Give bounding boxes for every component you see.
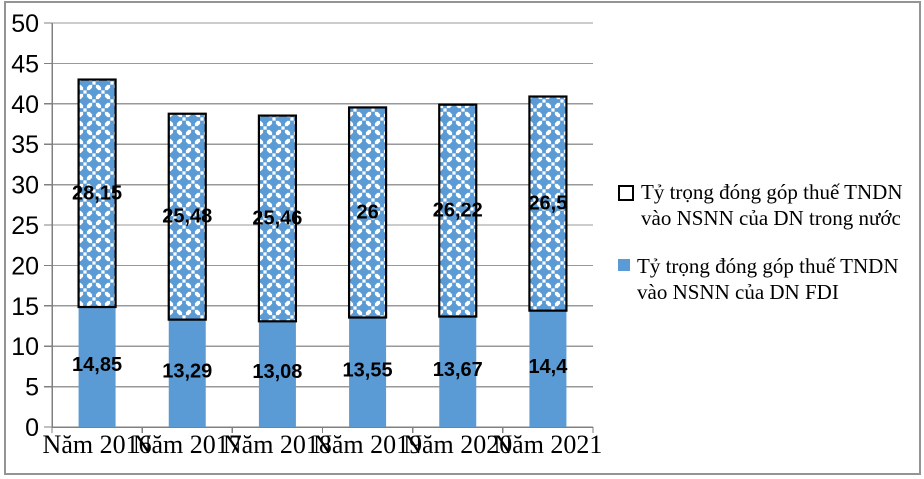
- y-tick-label: 25: [11, 212, 39, 240]
- data-label-fdi: 14,4: [528, 356, 568, 378]
- chart-legend: Tỷ trọng đóng góp thuế TNDN vào NSNN của…: [618, 179, 916, 327]
- legend-item-domestic: Tỷ trọng đóng góp thuế TNDN vào NSNN của…: [618, 179, 916, 231]
- y-tick-label: 20: [11, 252, 39, 280]
- x-category-label: Năm 2019: [313, 430, 422, 459]
- x-category-label: Năm 2016: [43, 430, 152, 459]
- y-tick-label: 10: [11, 333, 39, 361]
- legend-label-domestic: Tỷ trọng đóng góp thuế TNDN vào NSNN của…: [641, 180, 903, 230]
- bar-segment-domestic: [257, 114, 298, 323]
- bar-segment-domestic: [347, 106, 388, 319]
- bar-segment-fdi: [529, 310, 567, 427]
- bar-segment-fdi: [78, 307, 116, 427]
- y-tick-label: 15: [11, 293, 39, 321]
- data-label-domestic: 25,48: [162, 206, 212, 228]
- data-label-fdi: 13,29: [162, 360, 212, 382]
- x-category-label: Năm 2020: [403, 430, 512, 459]
- bar-segment-domestic: [528, 95, 568, 312]
- x-category-label: Năm 2021: [493, 430, 602, 459]
- y-tick-label: 40: [11, 91, 39, 119]
- data-label-domestic: 26,5: [528, 193, 567, 215]
- y-tick-label: 50: [11, 10, 39, 38]
- bar-segment-fdi: [168, 319, 206, 427]
- y-tick-label: 35: [11, 131, 39, 159]
- data-label-fdi: 13,08: [252, 361, 302, 383]
- bar-segment-domestic: [438, 103, 478, 318]
- data-label-fdi: 13,55: [343, 359, 393, 381]
- solid-swatch-icon: [618, 259, 630, 271]
- x-category-label: Năm 2017: [133, 430, 242, 459]
- x-category-label: Năm 2018: [223, 430, 332, 459]
- bar-segment-domestic: [167, 112, 207, 321]
- data-label-fdi: 13,67: [433, 359, 483, 381]
- data-label-domestic: 26,22: [433, 200, 483, 222]
- y-tick-label: 0: [25, 414, 39, 442]
- y-tick-label: 30: [11, 172, 39, 200]
- data-label-fdi: 14,85: [72, 354, 122, 376]
- pattern-swatch-icon: [618, 185, 634, 201]
- data-label-domestic: 28,15: [72, 182, 122, 204]
- y-tick-label: 45: [11, 50, 39, 78]
- data-label-domestic: 25,46: [252, 207, 302, 229]
- data-label-domestic: 26: [356, 201, 378, 223]
- bar-segment-domestic: [77, 78, 117, 309]
- y-tick-label: 5: [25, 374, 39, 402]
- legend-item-fdi: Tỷ trọng đóng góp thuế TNDN vào NSNN của…: [618, 253, 916, 305]
- bar-segment-fdi: [258, 321, 296, 427]
- bar-segment-fdi: [439, 316, 477, 427]
- legend-label-fdi: Tỷ trọng đóng góp thuế TNDN vào NSNN của…: [637, 254, 899, 304]
- bar-segment-fdi: [349, 317, 387, 427]
